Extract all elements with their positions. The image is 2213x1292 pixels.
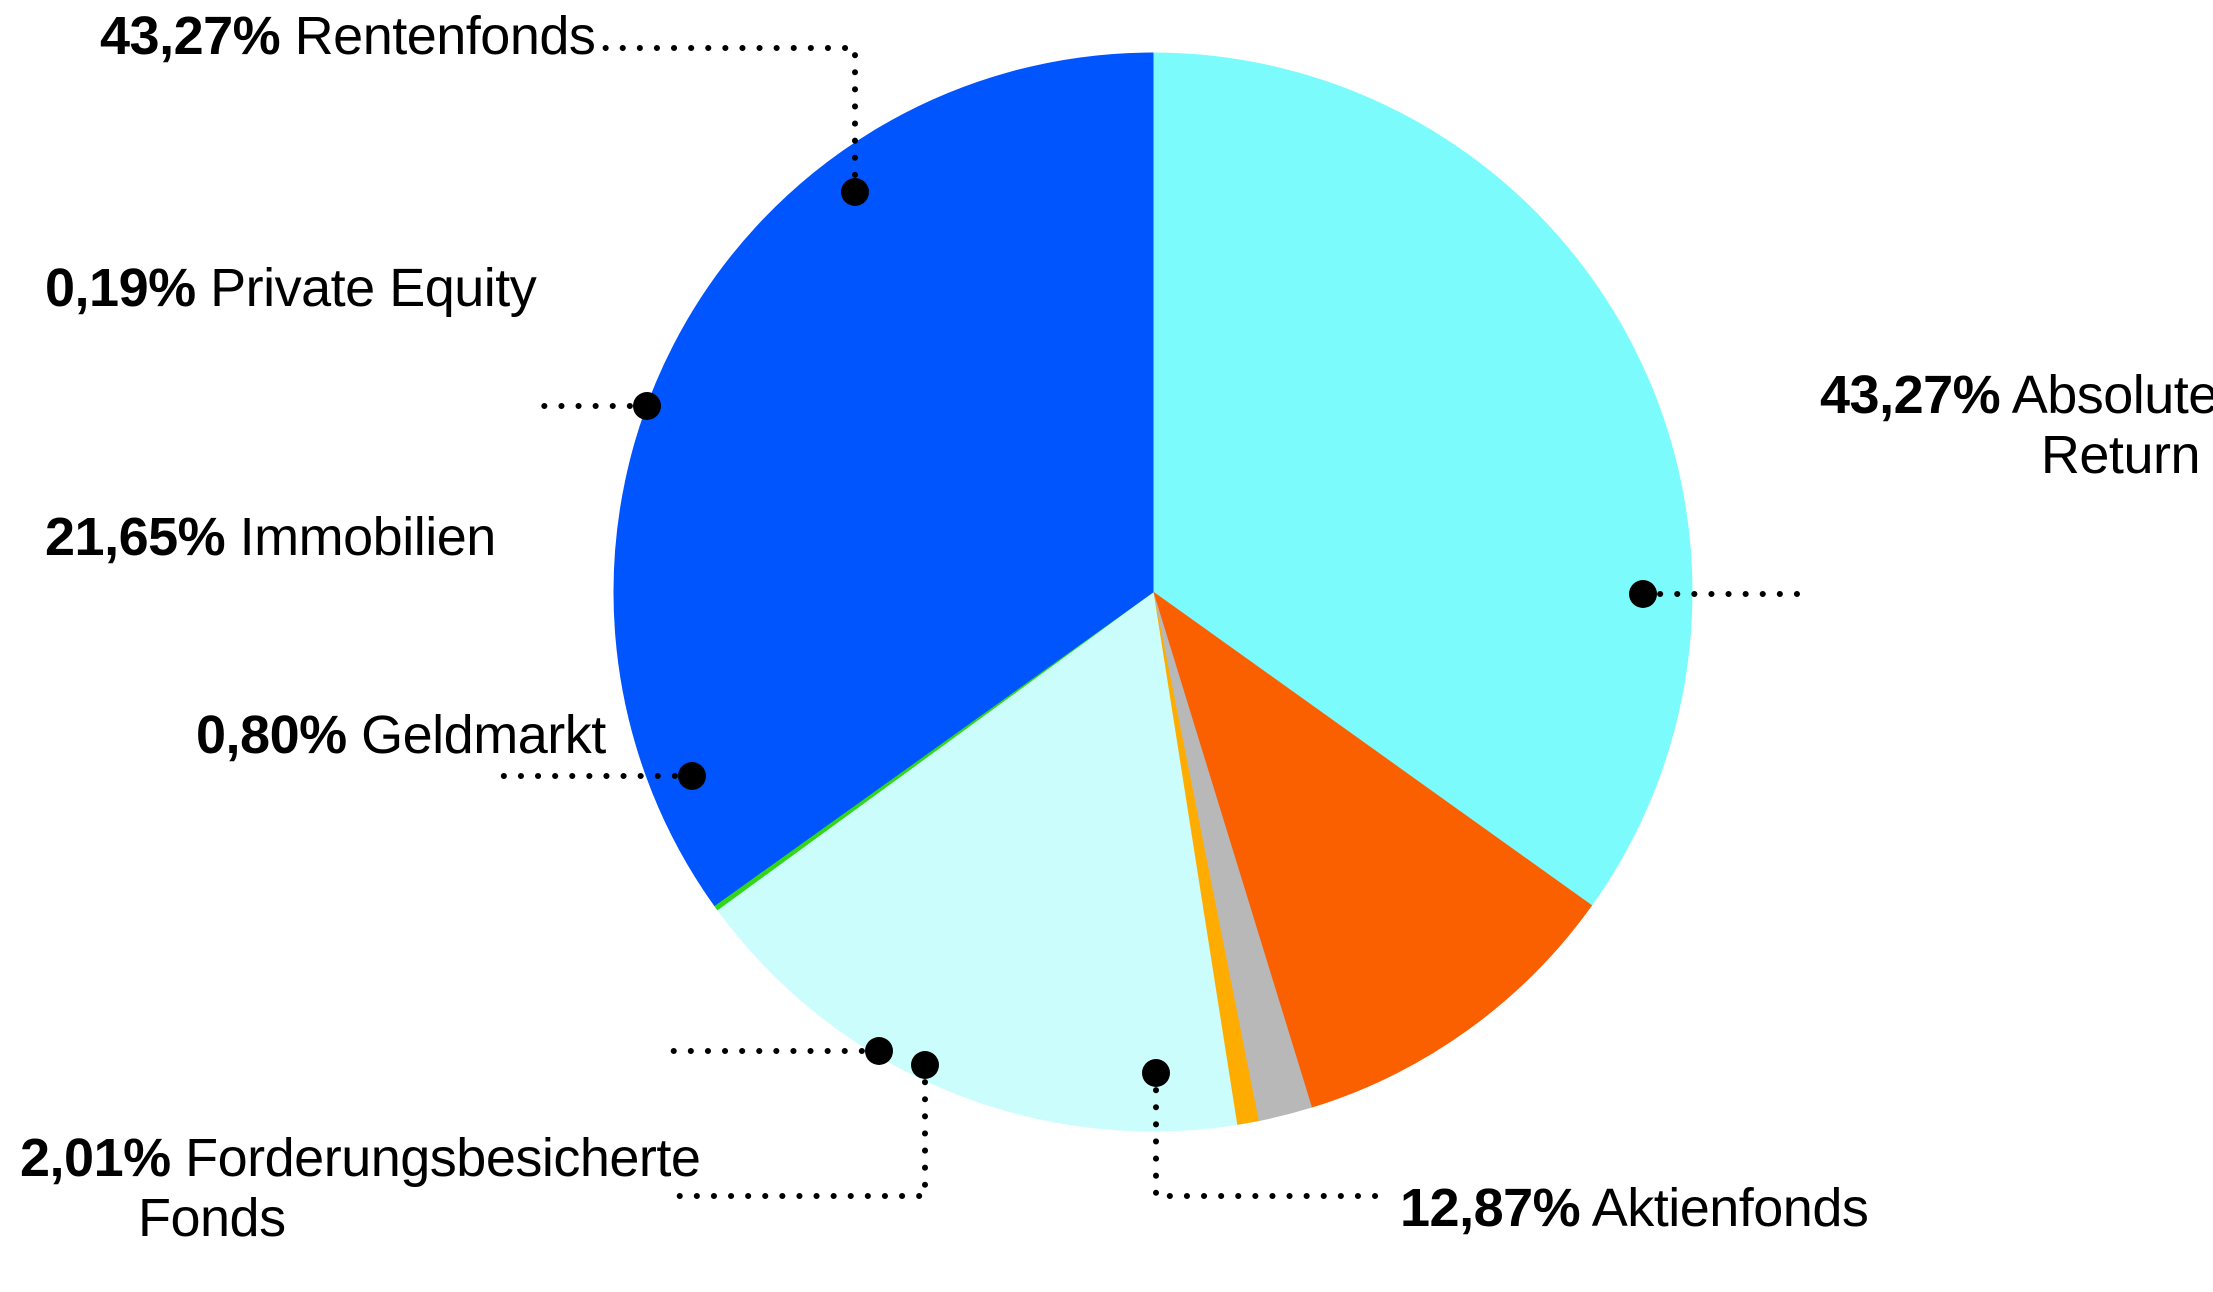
pie-slices-group [613,52,1693,1132]
callout-label-aktienfonds: 12,87% Aktienfonds [1400,1178,1869,1238]
leader-lines-group [495,45,1803,1199]
pie-slice-absolute-return[interactable] [1152,52,1693,907]
callout-value-forderungsbesicherte-fonds: 2,01% [20,1128,171,1188]
callout-name-private-equity: Private Equity [210,258,537,318]
pie-slice-immobilien[interactable] [716,591,1238,1132]
callout-label-rentenfonds: 43,27% Rentenfonds [100,6,596,66]
callout-name-geldmarkt: Geldmarkt [361,705,606,765]
leader-dot-geldmarkt [865,1037,893,1065]
callout-label-immobilien: 21,65% Immobilien [45,507,496,567]
leader-dot-forderungsbesicherte-fonds [911,1051,939,1079]
callout-name-absolute-return-line2: Return [2040,425,2201,486]
callout-label-private-equity: 0,19% Private Equity [45,258,537,318]
callout-value-rentenfonds: 43,27% [100,6,281,66]
callout-label-absolute-return: 43,27% Absolute Return [1820,365,2213,486]
leader-dots-group [633,178,1657,1087]
callout-value-private-equity: 0,19% [45,258,196,318]
callout-value-aktienfonds: 12,87% [1400,1178,1581,1238]
callout-label-forderungsbesicherte-fonds: 2,01% Forderungsbesicherte Fonds [20,1128,720,1249]
callout-value-immobilien: 21,65% [45,507,226,567]
callout-name-forderungsbesicherte-fonds-line2: Fonds [138,1188,286,1249]
leader-dot-immobilien [678,762,706,790]
callout-value-geldmarkt: 0,80% [196,705,347,765]
callout-label-geldmarkt: 0,80% Geldmarkt [196,705,606,765]
pie-slice-aktienfonds[interactable] [1152,590,1593,1108]
leader-dot-aktienfonds [1142,1059,1170,1087]
callout-name-aktienfonds: Aktienfonds [1591,1178,1869,1238]
callout-name-rentenfonds: Rentenfonds [294,6,596,66]
leader-dot-private-equity [633,392,661,420]
callout-name-absolute-return: Absolute [2011,365,2213,425]
callout-name-immobilien: Immobilien [239,507,497,567]
leader-dot-rentenfonds [841,178,869,206]
pie-slice-rentenfonds[interactable] [613,52,1154,907]
callout-name-forderungsbesicherte-fonds: Forderungsbesicherte [185,1128,701,1188]
callout-value-absolute-return: 43,27% [1820,365,2001,425]
leader-dot-absolute-return [1629,580,1657,608]
leader-line-aktienfonds [1153,1070,1383,1199]
